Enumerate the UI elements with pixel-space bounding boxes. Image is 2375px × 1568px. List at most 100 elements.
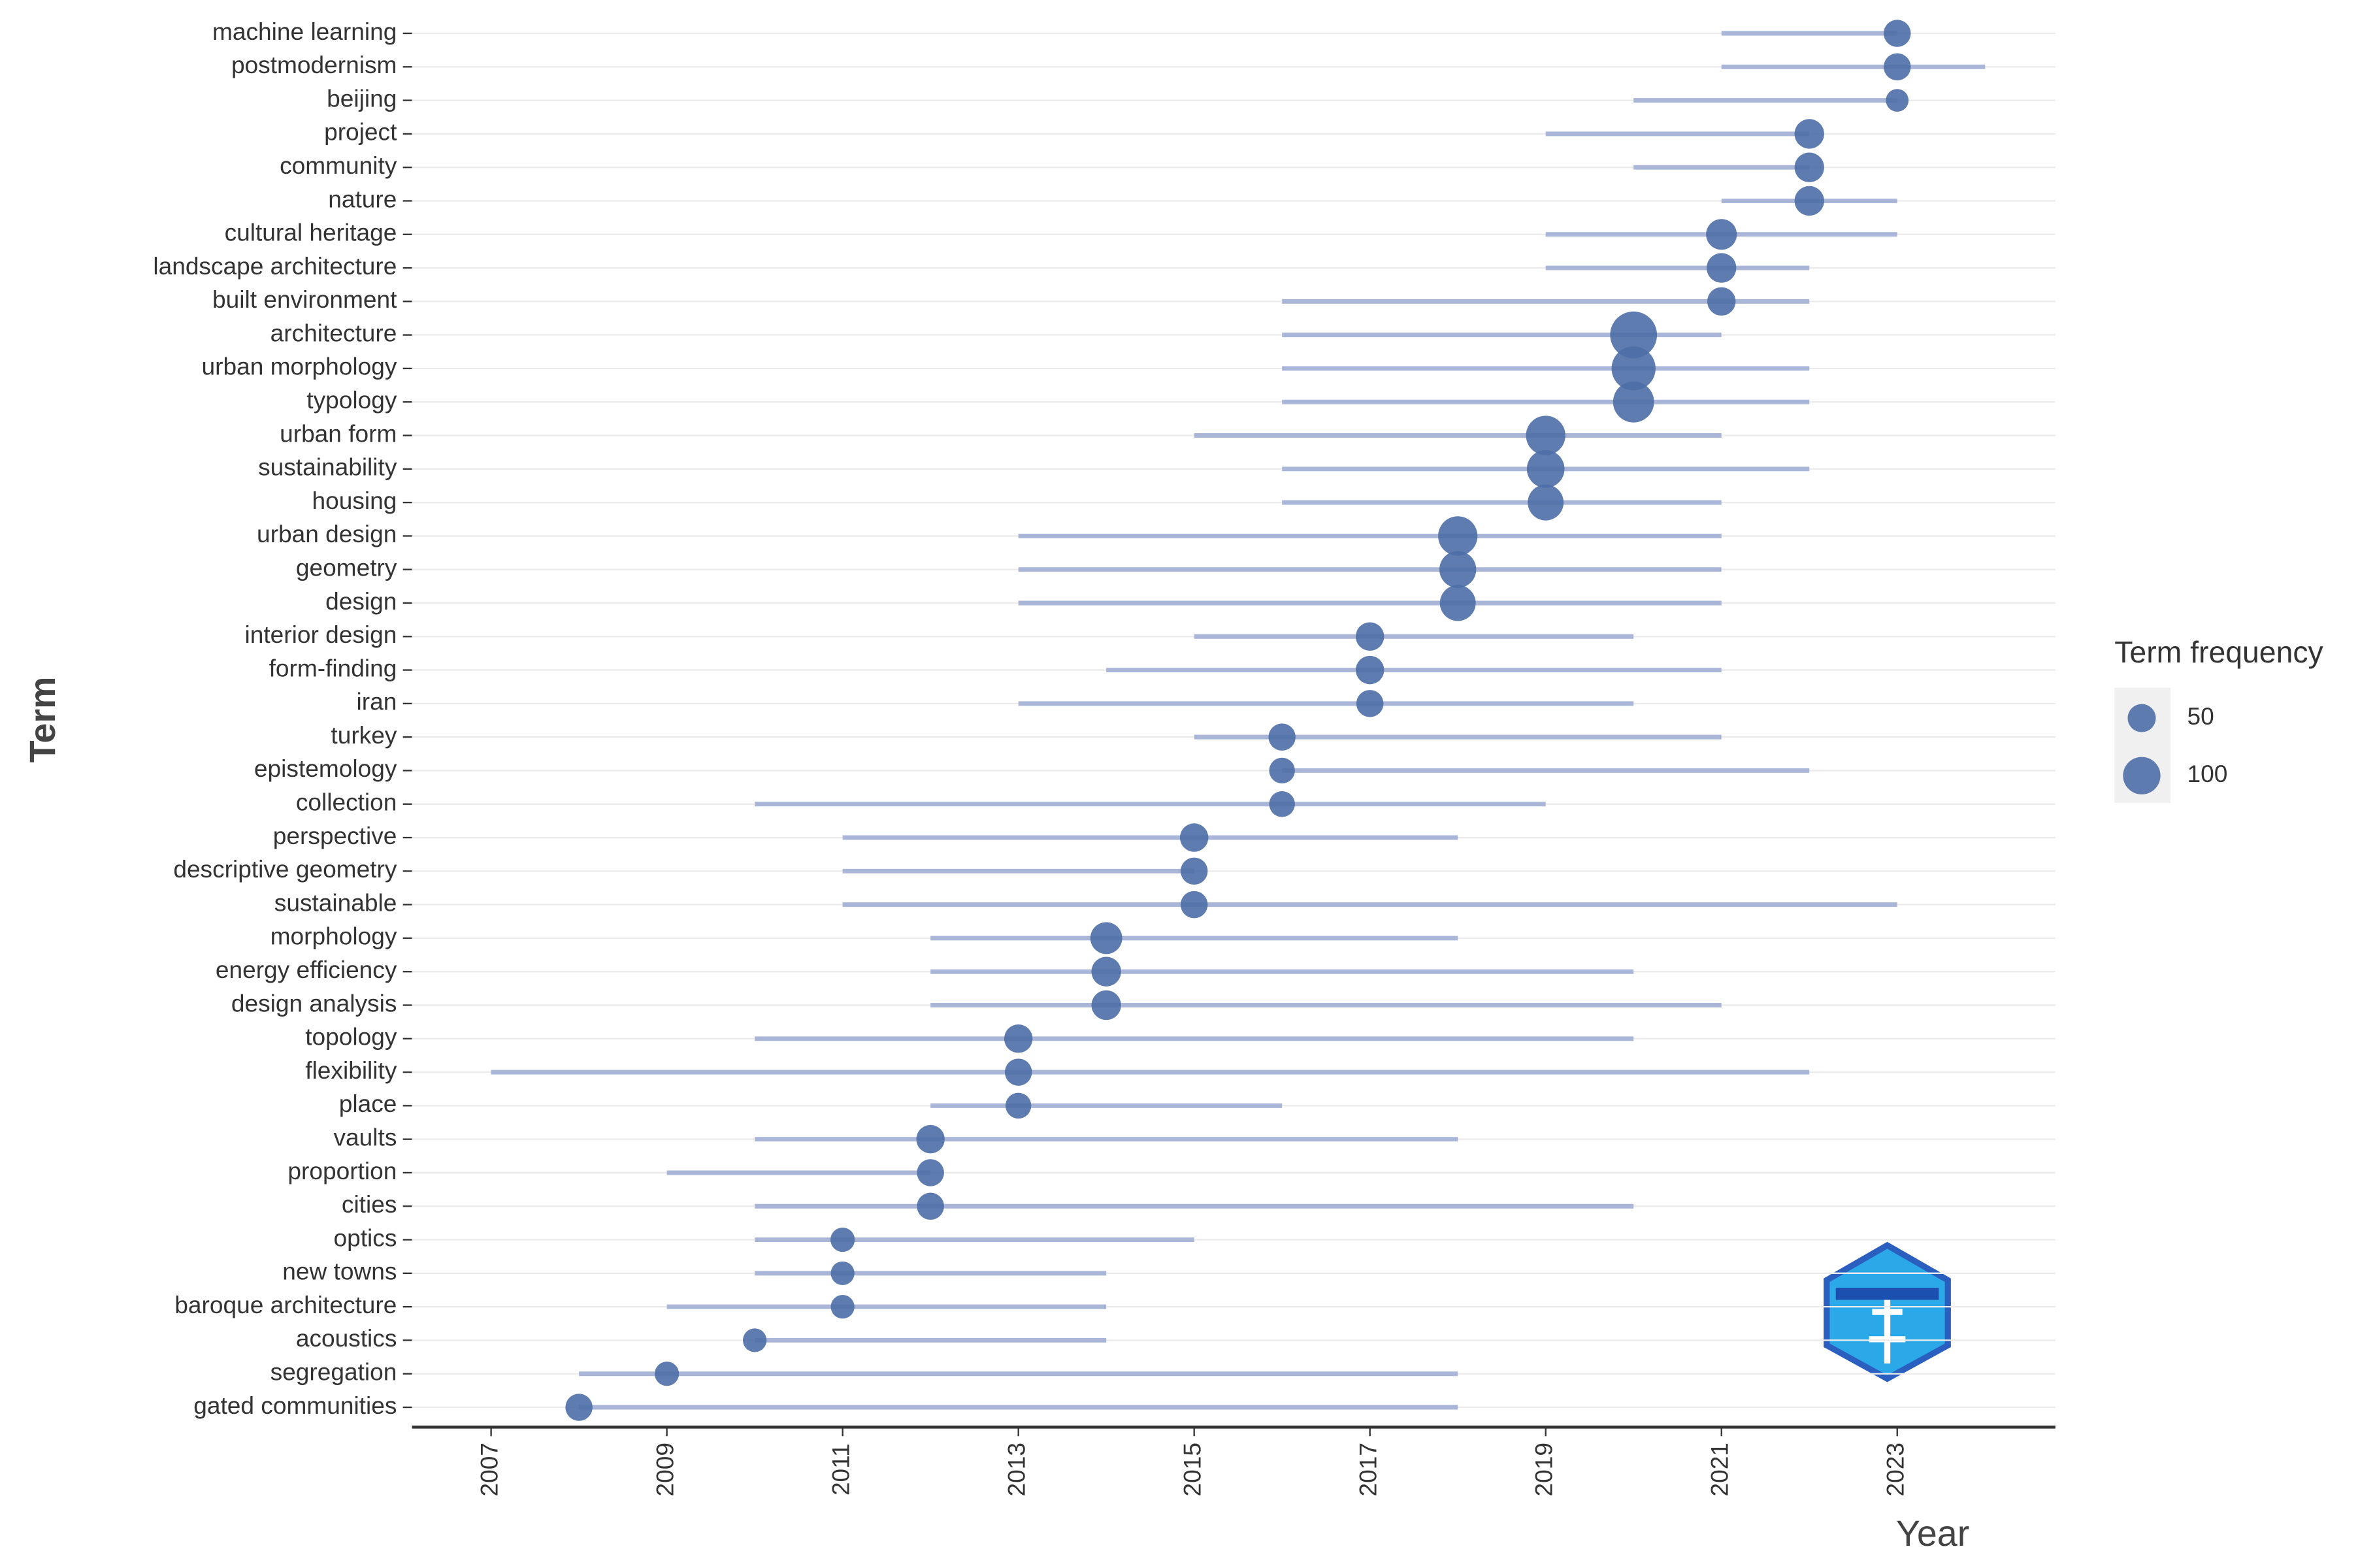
- legend-label: 50: [2187, 702, 2214, 730]
- y-tick-label: perspective: [273, 822, 397, 849]
- y-tick-label: proportion: [287, 1157, 397, 1184]
- y-tick-label: project: [324, 118, 397, 146]
- y-tick-label: acoustics: [296, 1324, 397, 1352]
- point: [830, 1295, 855, 1319]
- point: [1004, 1058, 1032, 1086]
- y-tick-label: postmodernism: [231, 51, 397, 78]
- y-tick-label: optics: [334, 1224, 397, 1251]
- point: [743, 1328, 767, 1352]
- y-tick-label: community: [280, 152, 397, 179]
- point: [1179, 823, 1209, 852]
- y-tick-label: topology: [305, 1023, 397, 1051]
- point: [1707, 253, 1737, 283]
- y-tick-label: descriptive geometry: [173, 855, 397, 883]
- point: [1707, 287, 1736, 316]
- point: [1180, 857, 1208, 885]
- point: [1180, 890, 1208, 919]
- point: [916, 1124, 945, 1154]
- y-tick-label: sustainability: [258, 453, 397, 481]
- y-tick-label: epistemology: [254, 755, 397, 782]
- point: [1611, 346, 1656, 391]
- point: [917, 1159, 944, 1186]
- point: [1883, 53, 1911, 81]
- y-tick-label: typology: [306, 386, 397, 414]
- x-tick-label: 2017: [1354, 1443, 1381, 1496]
- logo: [1824, 1241, 1951, 1382]
- point: [1794, 119, 1824, 149]
- point: [1269, 757, 1295, 784]
- x-tick-label: 2009: [651, 1443, 678, 1496]
- point: [1706, 219, 1737, 250]
- point: [1610, 311, 1658, 359]
- y-tick-label: gated communities: [193, 1392, 397, 1419]
- y-tick-label: collection: [296, 789, 397, 816]
- x-tick-label: 2015: [1178, 1443, 1205, 1496]
- point: [1091, 990, 1121, 1021]
- point: [1269, 791, 1295, 817]
- y-tick-label: place: [339, 1090, 397, 1117]
- y-tick-label: nature: [328, 185, 397, 212]
- y-tick-label: urban form: [280, 419, 397, 447]
- y-tick-label: housing: [312, 487, 397, 514]
- point: [1883, 20, 1911, 47]
- point: [1438, 516, 1478, 556]
- point: [1268, 723, 1296, 751]
- point: [655, 1362, 680, 1386]
- x-tick-label: 2023: [1882, 1443, 1909, 1496]
- point: [830, 1261, 855, 1285]
- y-tick-label: baroque architecture: [174, 1291, 397, 1318]
- y-tick-label: iran: [357, 688, 397, 715]
- x-tick-label: 2019: [1530, 1443, 1558, 1496]
- point: [1355, 622, 1384, 651]
- point: [1004, 1024, 1033, 1053]
- legend-point: [2123, 757, 2161, 794]
- point: [1090, 922, 1122, 955]
- point: [1613, 381, 1654, 423]
- y-axis-label: Term: [22, 676, 63, 762]
- y-tick-label: vaults: [334, 1123, 397, 1151]
- x-tick-label: 2007: [475, 1443, 502, 1496]
- y-tick-label: built environment: [212, 286, 397, 313]
- y-tick-label: cities: [342, 1190, 397, 1218]
- point: [1091, 956, 1121, 987]
- point: [1355, 655, 1384, 685]
- y-tick-label: geometry: [296, 553, 397, 581]
- x-tick-label: 2021: [1706, 1443, 1733, 1496]
- y-tick-label: sustainable: [274, 889, 397, 916]
- y-tick-label: design analysis: [231, 989, 397, 1017]
- point: [1794, 152, 1824, 182]
- y-tick-label: morphology: [270, 923, 397, 950]
- y-tick-label: landscape architecture: [153, 252, 397, 280]
- y-tick-label: design: [325, 587, 397, 615]
- y-tick-label: segregation: [270, 1358, 397, 1386]
- point: [1356, 690, 1384, 717]
- point: [1526, 416, 1565, 455]
- y-tick-label: machine learning: [212, 18, 397, 45]
- y-tick-label: new towns: [282, 1258, 397, 1285]
- point: [1439, 551, 1477, 588]
- point: [917, 1192, 944, 1220]
- point: [1528, 484, 1564, 521]
- point: [565, 1394, 593, 1421]
- y-tick-label: architecture: [270, 319, 397, 346]
- point: [1886, 89, 1909, 112]
- legend-label: 100: [2187, 760, 2228, 787]
- x-axis-label: Year: [1896, 1513, 1969, 1554]
- point: [1526, 449, 1565, 488]
- y-tick-label: cultural heritage: [225, 219, 397, 246]
- legend-point: [2127, 704, 2156, 732]
- y-tick-label: urban design: [257, 520, 397, 547]
- point: [1439, 585, 1476, 621]
- y-tick-label: turkey: [331, 721, 397, 749]
- y-tick-label: form-finding: [269, 654, 397, 681]
- point: [1794, 186, 1824, 216]
- y-tick-label: beijing: [327, 84, 397, 112]
- y-tick-label: interior design: [245, 621, 397, 648]
- y-tick-label: energy efficiency: [216, 956, 397, 983]
- point: [830, 1227, 855, 1252]
- x-tick-label: 2013: [1002, 1443, 1030, 1496]
- legend-title: Term frequency: [2114, 635, 2323, 669]
- point: [1005, 1092, 1032, 1119]
- x-tick-label: 2011: [827, 1443, 854, 1495]
